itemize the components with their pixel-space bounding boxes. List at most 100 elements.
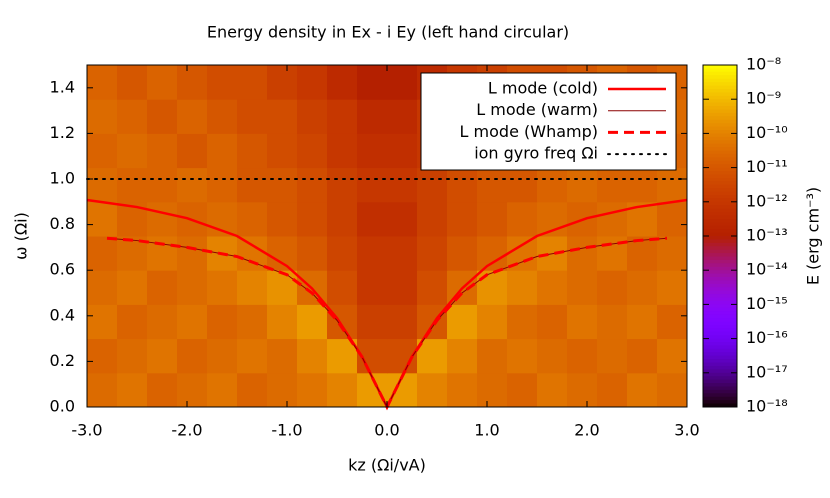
heatmap-cell (177, 167, 208, 203)
heatmap-cell (567, 167, 598, 203)
heatmap-cell (597, 270, 628, 305)
legend-label: L mode (Whamp) (460, 122, 598, 141)
heatmap-cell (537, 167, 568, 203)
heatmap-cell (237, 65, 268, 100)
y-tick-label: 1.0 (50, 169, 75, 188)
colorbar-tick-label: 10⁻¹⁴ (746, 260, 788, 279)
colorbar-segment (703, 112, 737, 117)
heatmap-cell (447, 372, 478, 408)
colorbar-segment (703, 88, 737, 93)
colorbar-segment (703, 266, 737, 271)
colorbar-segment (703, 246, 737, 251)
colorbar-segment (703, 181, 737, 186)
heatmap-cell (207, 133, 238, 169)
colorbar-segment (703, 229, 737, 234)
colorbar-segment (703, 129, 737, 134)
colorbar-segment (703, 331, 737, 336)
heatmap-cell (147, 99, 178, 134)
colorbar-segment (703, 253, 737, 258)
colorbar-segment (703, 167, 737, 172)
heatmap-cell (597, 372, 628, 408)
heatmap-cell (297, 372, 328, 408)
colorbar-tick-label: 10⁻¹² (746, 191, 788, 210)
colorbar-segment (703, 359, 737, 364)
colorbar-segment (703, 75, 737, 80)
heatmap-cell (537, 304, 568, 340)
x-tick-label: -1.0 (271, 421, 302, 440)
heatmap-cell (147, 372, 178, 408)
colorbar-segment (703, 362, 737, 367)
colorbar-segment (703, 215, 737, 220)
heatmap-cell (567, 338, 598, 374)
heatmap-cell (207, 372, 238, 408)
heatmap-cell (267, 201, 298, 237)
heatmap-cell (207, 338, 238, 374)
heatmap-cell (657, 372, 688, 408)
colorbar-segment (703, 116, 737, 121)
colorbar-tick-label: 10⁻¹³ (746, 226, 788, 245)
heatmap-cell (387, 270, 418, 305)
heatmap-cell (387, 304, 418, 340)
heatmap-cell (327, 372, 358, 408)
colorbar-segment (703, 160, 737, 165)
colorbar-segment (703, 225, 737, 230)
heatmap-cell (357, 201, 388, 237)
heatmap-cell (117, 167, 148, 203)
colorbar-segment (703, 311, 737, 316)
heatmap-cell (87, 338, 118, 374)
colorbar-segment (703, 314, 737, 319)
x-tick-label: -2.0 (171, 421, 202, 440)
colorbar-segment (703, 383, 737, 387)
chart-title: Energy density in Ex - i Ey (left hand c… (207, 23, 569, 42)
y-tick-label: 0.2 (50, 351, 75, 370)
heatmap-cell (177, 304, 208, 340)
colorbar-segment (703, 256, 737, 261)
colorbar-segment (703, 133, 737, 138)
colorbar-segment (703, 99, 737, 104)
legend-label: ion gyro freq Ωi (474, 144, 598, 163)
heatmap-cell (267, 338, 298, 374)
heatmap-cell (267, 304, 298, 340)
heatmap-cell (87, 65, 118, 100)
heatmap-cell (327, 270, 358, 305)
heatmap-cell (537, 372, 568, 408)
colorbar-segment (703, 379, 737, 384)
heatmap-cell (177, 65, 208, 100)
colorbar-tick-label: 10⁻⁹ (746, 89, 781, 108)
colorbar-segment (703, 290, 737, 295)
colorbar-tick-label: 10⁻¹⁶ (746, 328, 788, 347)
heatmap-cell (627, 304, 658, 340)
colorbar-segment (703, 150, 737, 155)
heatmap-cell (507, 338, 538, 374)
heatmap-cell (627, 270, 658, 305)
heatmap-cell (477, 167, 508, 203)
heatmap-cell (657, 167, 688, 203)
heatmap-cell (507, 201, 538, 237)
colorbar-segment (703, 393, 737, 398)
colorbar-label: E (erg cm⁻³) (804, 187, 823, 285)
heatmap-cell (237, 304, 268, 340)
colorbar-segment (703, 307, 737, 312)
heatmap-cell (267, 65, 298, 100)
colorbar-segment (703, 294, 737, 299)
heatmap-cell (87, 99, 118, 134)
heatmap-cell (567, 304, 598, 340)
colorbar-segment (703, 147, 737, 151)
colorbar-segment (703, 324, 737, 329)
colorbar-segment (703, 386, 737, 391)
heatmap-cell (507, 167, 538, 203)
colorbar-segment (703, 109, 737, 114)
colorbar-segment (703, 153, 737, 158)
heatmap-cell (177, 270, 208, 305)
heatmap-cell (117, 372, 148, 408)
heatmap-cell (267, 372, 298, 408)
heatmap-cell (387, 99, 418, 134)
heatmap-cell (447, 236, 478, 271)
colorbar-segment (703, 71, 737, 76)
heatmap-cell (357, 133, 388, 169)
colorbar-segment (703, 287, 737, 292)
colorbar-tick-label: 10⁻¹¹ (746, 157, 788, 176)
heatmap-cell (327, 304, 358, 340)
colorbar-segment (703, 82, 737, 87)
heatmap-cell (147, 133, 178, 169)
